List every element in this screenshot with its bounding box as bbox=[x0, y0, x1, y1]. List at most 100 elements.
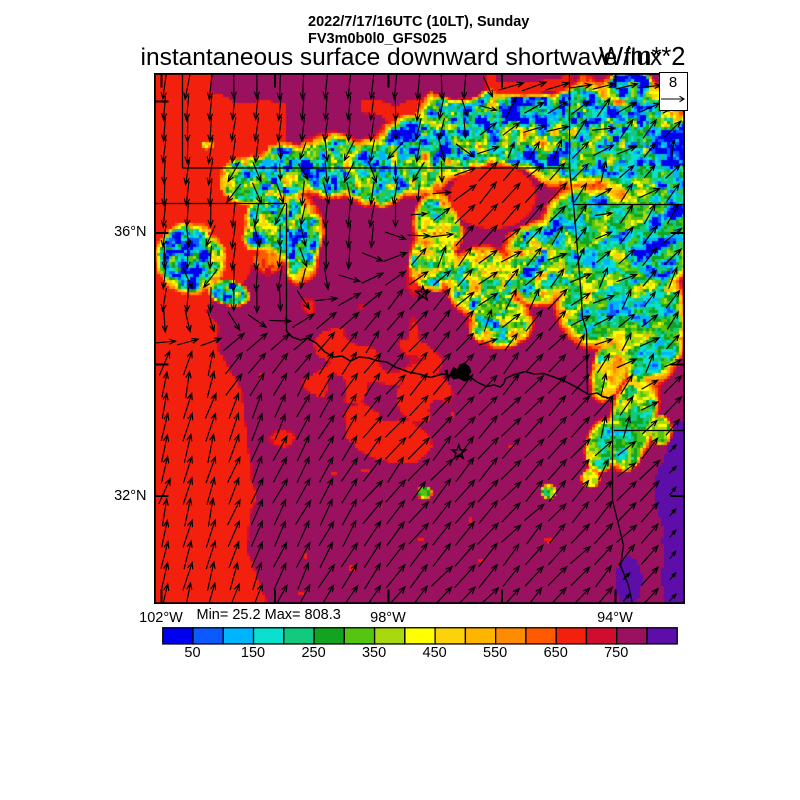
wind-arrow-icon bbox=[525, 308, 543, 331]
wind-arrow-icon bbox=[364, 371, 380, 396]
map-overlay bbox=[153, 72, 685, 604]
wind-arrow-icon bbox=[276, 73, 283, 101]
wind-arrow-icon bbox=[251, 161, 261, 183]
wind-arrow-icon bbox=[294, 498, 311, 525]
key-arrow bbox=[661, 95, 686, 102]
wind-arrow-icon bbox=[596, 352, 610, 373]
wind-arrow-icon bbox=[547, 181, 567, 203]
colorbar-swatch bbox=[403, 627, 436, 645]
wind-arrow-icon bbox=[341, 413, 357, 440]
wind-arrow-icon bbox=[160, 454, 169, 483]
wind-arrow-icon bbox=[501, 181, 521, 203]
wind-arrow-icon bbox=[523, 395, 545, 415]
wind-arrow-icon bbox=[525, 521, 543, 544]
wind-arrow-icon bbox=[500, 416, 522, 437]
wind-arrow-icon bbox=[547, 502, 567, 522]
wind-arrow-icon bbox=[314, 295, 339, 302]
wind-arrow-icon bbox=[600, 414, 607, 438]
wind-arrow-icon bbox=[431, 394, 452, 416]
wind-arrow-icon bbox=[252, 116, 259, 142]
wind-arrow-icon bbox=[622, 414, 631, 438]
wind-arrow-icon bbox=[386, 455, 404, 483]
wind-arrow-icon bbox=[206, 158, 213, 186]
wind-arrow-icon bbox=[483, 308, 492, 332]
wind-arrow-icon bbox=[230, 74, 237, 100]
wind-arrow-icon bbox=[477, 395, 498, 416]
wind-arrow-icon bbox=[547, 309, 566, 331]
wind-arrow-icon bbox=[206, 432, 215, 463]
wind-arrow-icon bbox=[160, 73, 167, 100]
wind-arrow-icon bbox=[317, 434, 334, 461]
wind-arrow-icon bbox=[361, 479, 383, 502]
wind-arrow-icon bbox=[455, 291, 475, 307]
wind-arrow-icon bbox=[182, 476, 193, 505]
wind-arrow-icon bbox=[615, 523, 638, 543]
wind-arrow-icon bbox=[345, 201, 352, 228]
wind-arrow-icon bbox=[571, 140, 589, 159]
wind-arrow-icon bbox=[438, 73, 445, 101]
wind-arrow-icon bbox=[229, 95, 236, 121]
wind-arrow-icon bbox=[273, 412, 286, 440]
wind-arrow-icon bbox=[249, 476, 264, 504]
colorbar-swatch bbox=[343, 627, 375, 645]
wind-arrow-icon bbox=[226, 498, 241, 525]
wind-arrow-icon bbox=[251, 181, 262, 205]
wind-arrow-icon bbox=[343, 139, 355, 162]
wind-arrow-icon bbox=[408, 270, 429, 285]
wind-arrow-icon bbox=[550, 224, 563, 245]
wind-arrow-icon bbox=[597, 457, 609, 480]
wind-arrow-icon bbox=[253, 74, 260, 100]
wind-arrow-icon bbox=[502, 542, 520, 566]
wind-arrow-icon bbox=[570, 373, 590, 395]
wind-arrow-icon bbox=[365, 329, 379, 353]
wind-arrow-icon bbox=[524, 181, 544, 203]
wind-arrow-icon bbox=[407, 521, 429, 544]
wind-arrow-icon bbox=[594, 564, 612, 587]
minmax-annotation: Min= 25.2 Max= 808.3 bbox=[196, 607, 341, 624]
wind-arrow-icon bbox=[572, 586, 591, 604]
wind-arrow-icon bbox=[250, 497, 263, 525]
wind-arrow-icon bbox=[206, 309, 215, 333]
wind-arrow-icon bbox=[501, 227, 521, 243]
wind-arrow-icon bbox=[591, 81, 616, 90]
wind-arrow-icon bbox=[250, 519, 263, 547]
wind-arrow-icon bbox=[251, 391, 262, 419]
wind-arrow-icon bbox=[503, 332, 518, 351]
wind-arrow-icon bbox=[361, 251, 384, 262]
wind-arrow-icon bbox=[477, 291, 499, 306]
wind-arrow-icon bbox=[229, 560, 239, 590]
wind-arrow-icon bbox=[275, 182, 284, 204]
wind-arrow-icon bbox=[345, 223, 352, 249]
colorbar-tick-label: 350 bbox=[361, 645, 387, 661]
map-frame bbox=[153, 72, 685, 604]
wind-arrow-icon bbox=[548, 394, 566, 416]
wind-arrow-icon bbox=[528, 287, 540, 310]
wind-arrow-icon bbox=[524, 374, 544, 394]
wind-arrow-icon bbox=[668, 507, 677, 516]
wind-arrow-icon bbox=[366, 583, 381, 604]
wind-arrow-icon bbox=[434, 585, 453, 604]
wind-arrow-icon bbox=[506, 140, 515, 158]
wind-arrow-icon bbox=[547, 415, 567, 438]
wind-arrow-icon bbox=[621, 287, 632, 310]
wind-arrow-icon bbox=[665, 417, 680, 436]
colorbar-swatch bbox=[464, 627, 496, 645]
wind-arrow-icon bbox=[521, 80, 548, 91]
wind-arrow-icon bbox=[273, 561, 286, 590]
wind-arrow-icon bbox=[247, 351, 266, 374]
colorbar-tick-label: 750 bbox=[604, 645, 629, 661]
wind-arrow-icon bbox=[269, 332, 290, 351]
wind-arrow-icon bbox=[640, 565, 659, 586]
wind-arrow-icon bbox=[296, 434, 310, 461]
wind-arrow-icon bbox=[643, 202, 656, 224]
wind-arrow-icon bbox=[524, 543, 544, 565]
wind-arrow-icon bbox=[616, 145, 637, 155]
wind-arrow-icon bbox=[592, 294, 615, 304]
wind-arrow-icon bbox=[160, 116, 167, 143]
wind-arrow-icon bbox=[206, 369, 215, 398]
wind-arrow-icon bbox=[345, 181, 353, 206]
wind-arrow-icon bbox=[392, 159, 399, 184]
wind-arrow-icon bbox=[600, 159, 607, 182]
wind-arrow-icon bbox=[383, 251, 408, 262]
wind-arrow-icon bbox=[345, 116, 352, 143]
